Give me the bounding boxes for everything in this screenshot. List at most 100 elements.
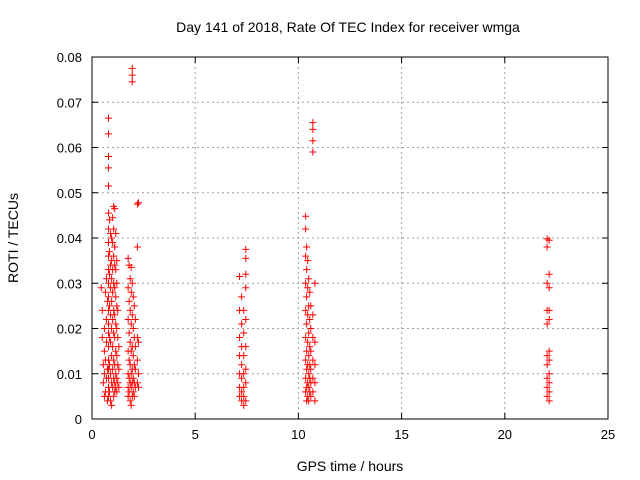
data-point — [309, 388, 317, 396]
data-point — [126, 397, 134, 405]
data-point — [306, 288, 314, 296]
data-point — [127, 320, 135, 328]
data-point — [240, 392, 248, 400]
x-tick-label: 10 — [291, 427, 305, 442]
data-point — [128, 279, 136, 287]
data-point — [107, 338, 115, 346]
data-point — [545, 379, 553, 387]
data-point — [238, 388, 246, 396]
data-point — [129, 374, 137, 382]
data-point — [113, 388, 121, 396]
data-point — [127, 401, 135, 409]
data-point — [110, 329, 118, 337]
data-point — [100, 325, 108, 332]
y-tick-label: 0.05 — [57, 186, 82, 201]
data-point — [127, 370, 135, 378]
data-point — [545, 347, 553, 355]
data-point — [98, 334, 106, 342]
data-point — [545, 236, 553, 244]
plot-border — [91, 56, 609, 420]
y-tick-label: 0 — [75, 412, 82, 427]
data-point — [242, 343, 250, 351]
data-point — [311, 397, 319, 405]
data-point — [303, 320, 311, 328]
data-point — [545, 370, 553, 378]
data-point — [131, 343, 139, 351]
data-point — [242, 365, 250, 373]
data-point — [134, 338, 142, 346]
x-tick-label: 0 — [88, 427, 95, 442]
data-point — [108, 234, 116, 242]
data-point — [101, 288, 109, 296]
chart-title: Day 141 of 2018, Rate Of TEC Index for r… — [176, 19, 520, 35]
data-point — [303, 293, 311, 301]
data-point — [133, 243, 141, 251]
data-point — [105, 164, 113, 172]
data-point — [306, 315, 314, 323]
data-point — [108, 401, 116, 409]
data-points — [97, 64, 553, 409]
data-point — [305, 370, 313, 378]
data-point — [545, 356, 553, 364]
data-point — [543, 383, 551, 391]
data-point — [113, 352, 121, 360]
data-point — [309, 356, 317, 364]
data-point — [128, 78, 136, 86]
data-point — [130, 392, 138, 400]
data-point — [305, 397, 313, 405]
data-point — [106, 270, 114, 278]
data-point — [129, 325, 137, 332]
data-point — [311, 379, 319, 387]
data-point — [112, 293, 120, 301]
x-axis-label: GPS time / hours — [297, 458, 404, 474]
data-point — [111, 261, 119, 269]
data-point — [545, 315, 553, 323]
data-point — [127, 288, 135, 296]
data-point — [545, 284, 553, 292]
data-point — [242, 284, 250, 292]
data-point — [240, 370, 248, 378]
data-point — [311, 338, 319, 346]
data-point — [309, 125, 317, 133]
data-point — [307, 392, 315, 400]
y-tick-label: 0.07 — [57, 95, 82, 110]
data-point — [125, 297, 133, 305]
data-point — [126, 306, 134, 314]
data-point — [114, 306, 122, 314]
y-tick-label: 0.02 — [57, 322, 82, 337]
data-point — [112, 266, 120, 274]
data-point — [543, 279, 551, 287]
data-point — [111, 311, 119, 319]
data-point — [309, 119, 317, 127]
data-point — [110, 225, 118, 233]
data-point — [110, 252, 118, 260]
data-point — [128, 311, 136, 319]
data-point — [133, 200, 141, 208]
data-point — [108, 275, 116, 283]
data-point — [304, 284, 312, 292]
data-point — [109, 288, 117, 296]
data-point — [242, 397, 250, 405]
grid-lines — [92, 57, 608, 419]
data-point — [543, 320, 551, 328]
data-point — [240, 401, 248, 409]
data-point — [311, 361, 319, 369]
data-point — [105, 293, 113, 301]
data-point — [114, 379, 122, 387]
data-point — [302, 306, 310, 314]
data-point — [129, 388, 137, 396]
y-tick-label: 0.03 — [57, 276, 82, 291]
data-point — [108, 297, 116, 305]
data-point — [97, 284, 105, 292]
data-point — [113, 325, 121, 332]
data-point — [111, 243, 119, 251]
data-point — [133, 379, 141, 387]
data-point — [238, 361, 246, 369]
x-tick-label: 15 — [394, 427, 408, 442]
data-point — [240, 306, 248, 314]
data-point — [302, 279, 310, 287]
data-point — [133, 334, 141, 342]
data-point — [109, 239, 117, 247]
data-point — [127, 263, 135, 271]
data-point — [109, 343, 117, 351]
